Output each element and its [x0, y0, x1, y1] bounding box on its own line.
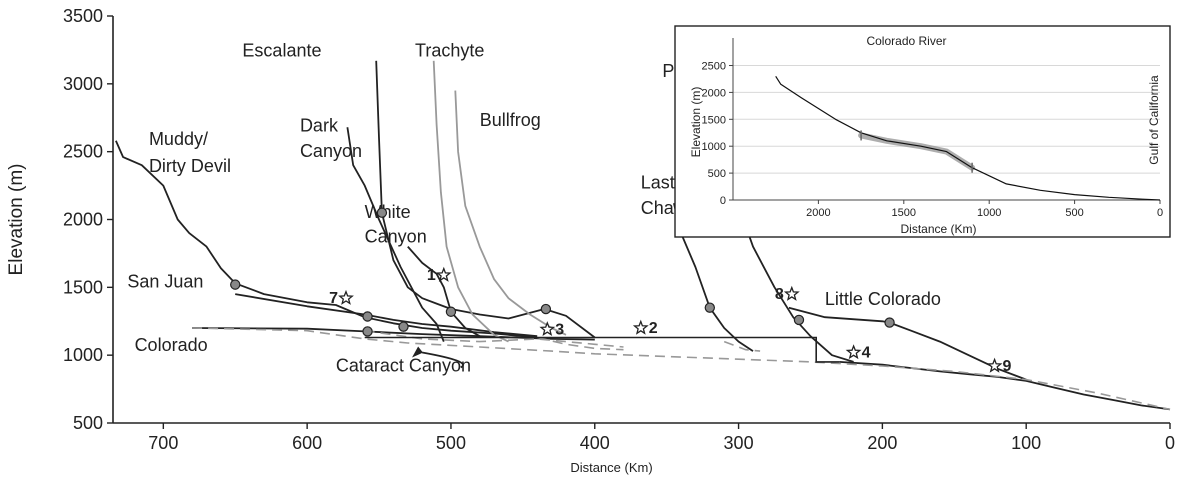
series-line-colorado: [192, 327, 595, 341]
site-star-marker: [783, 285, 800, 301]
river-label: Cataract Canyon: [336, 355, 471, 375]
inset-frame: [674, 25, 1171, 238]
y-tick-label: 1000: [63, 345, 103, 365]
site-star-marker: [986, 357, 1003, 373]
site-star-marker: [435, 266, 452, 282]
cataract-arrow-head: [412, 346, 423, 358]
gauge-point-marker: [793, 314, 805, 326]
site-number-label: 4: [862, 344, 871, 361]
series-line-last-chance: [537, 336, 624, 351]
x-axis-title: Distance (Km): [570, 460, 652, 475]
y-tick-label: 500: [73, 413, 103, 433]
x-tick-label: 600: [292, 433, 322, 453]
series-line-escalante: [375, 60, 596, 339]
inset-x-tick-label: 1500: [892, 207, 916, 219]
river-label: Last: [641, 172, 675, 192]
cataract-arrow-shaft: [422, 351, 464, 369]
inset-x-tick-label: 2000: [806, 207, 830, 219]
series-line-dark-canyon: [346, 127, 445, 342]
inset-x-tick-label: 500: [1065, 207, 1083, 219]
river-label: Trachyte: [415, 41, 484, 61]
gauge-point-marker: [230, 279, 241, 290]
site-star-marker: [632, 319, 649, 335]
site-number-label: 9: [1003, 358, 1012, 375]
inset-y-tick-label: 1000: [702, 141, 726, 153]
river-label: Little Colorado: [825, 289, 941, 309]
series-line-little-colorado: [788, 306, 1027, 381]
gauge-point-marker: [884, 317, 895, 328]
series-line-trachyte: [432, 60, 509, 343]
series-line-last-chance: [723, 340, 761, 352]
x-tick-label: 400: [580, 433, 610, 453]
y-tick-label: 2500: [63, 142, 103, 162]
site-star-marker: [539, 321, 556, 337]
inset-plot: 0 500 1000 1500 2000 2500 2000 1500 1000 500 0 Colo…: [674, 25, 1171, 238]
inset-river-profile-line: [775, 75, 1161, 201]
site-star-marker: [845, 344, 862, 360]
series-line-colorado: [839, 361, 1171, 411]
river-label: Colorado: [135, 335, 208, 355]
series-line-bullfrog: [454, 90, 567, 336]
river-label: Canyon: [365, 227, 427, 247]
site-number-label: 2: [649, 320, 658, 337]
river-label: White: [365, 202, 411, 222]
series-line-white-canyon: [407, 246, 481, 337]
y-tick-label: 1500: [63, 277, 103, 297]
river-label: Muddy/: [149, 129, 208, 149]
site-number-label: 3: [555, 321, 564, 338]
x-tick-label: 700: [148, 433, 178, 453]
x-tick-label: 300: [724, 433, 754, 453]
inset-side-label: Gulf of California: [1147, 75, 1161, 165]
inset-y-tick-label: 500: [708, 168, 726, 180]
series-line-muddy-dirty-devil: [115, 140, 538, 339]
inset-y-axis-title: Elevation (m): [689, 87, 703, 158]
y-axis-title: Elevation (m): [6, 164, 27, 276]
river-label: Dark: [300, 115, 339, 135]
reservoir-level-line: [364, 336, 840, 363]
gauge-point-marker: [362, 326, 373, 337]
river-label: San Juan: [127, 271, 203, 291]
gauge-point-marker: [540, 303, 552, 315]
gauge-point-marker: [362, 311, 373, 322]
site-number-label: 7: [329, 290, 338, 307]
site-number-label: 1: [427, 267, 436, 284]
inset-y-tick-label: 1500: [702, 114, 726, 126]
site-number-label: 8: [775, 286, 784, 303]
x-tick-label: 100: [1011, 433, 1041, 453]
river-label: Canyon: [300, 141, 362, 161]
series-line-san-juan: [235, 293, 538, 338]
x-tick-label: 500: [436, 433, 466, 453]
river-label: Bullfrog: [480, 110, 541, 130]
y-tick-label: 3000: [63, 74, 103, 94]
x-tick-label: 0: [1165, 433, 1175, 453]
inset-x-axis-title: Distance (Km): [900, 222, 976, 236]
y-tick-label: 3500: [63, 6, 103, 26]
gauge-point-marker: [398, 321, 409, 332]
inset-x-tick-label: 0: [1157, 207, 1163, 219]
inset-title: Colorado River: [866, 34, 946, 48]
river-label: Escalante: [242, 41, 321, 61]
x-tick-label: 200: [867, 433, 897, 453]
site-star-marker: [338, 289, 354, 305]
inset-y-tick-label: 2000: [702, 87, 726, 99]
inset-y-tick-label: 0: [720, 195, 726, 207]
gauge-point-marker: [704, 302, 716, 313]
river-label: Dirty Devil: [149, 156, 231, 176]
inset-y-tick-label: 2500: [702, 61, 726, 73]
y-tick-label: 2000: [63, 210, 103, 230]
inset-x-tick-label: 1000: [977, 207, 1001, 219]
gauge-point-marker: [376, 207, 388, 218]
gauge-point-marker: [445, 306, 457, 317]
